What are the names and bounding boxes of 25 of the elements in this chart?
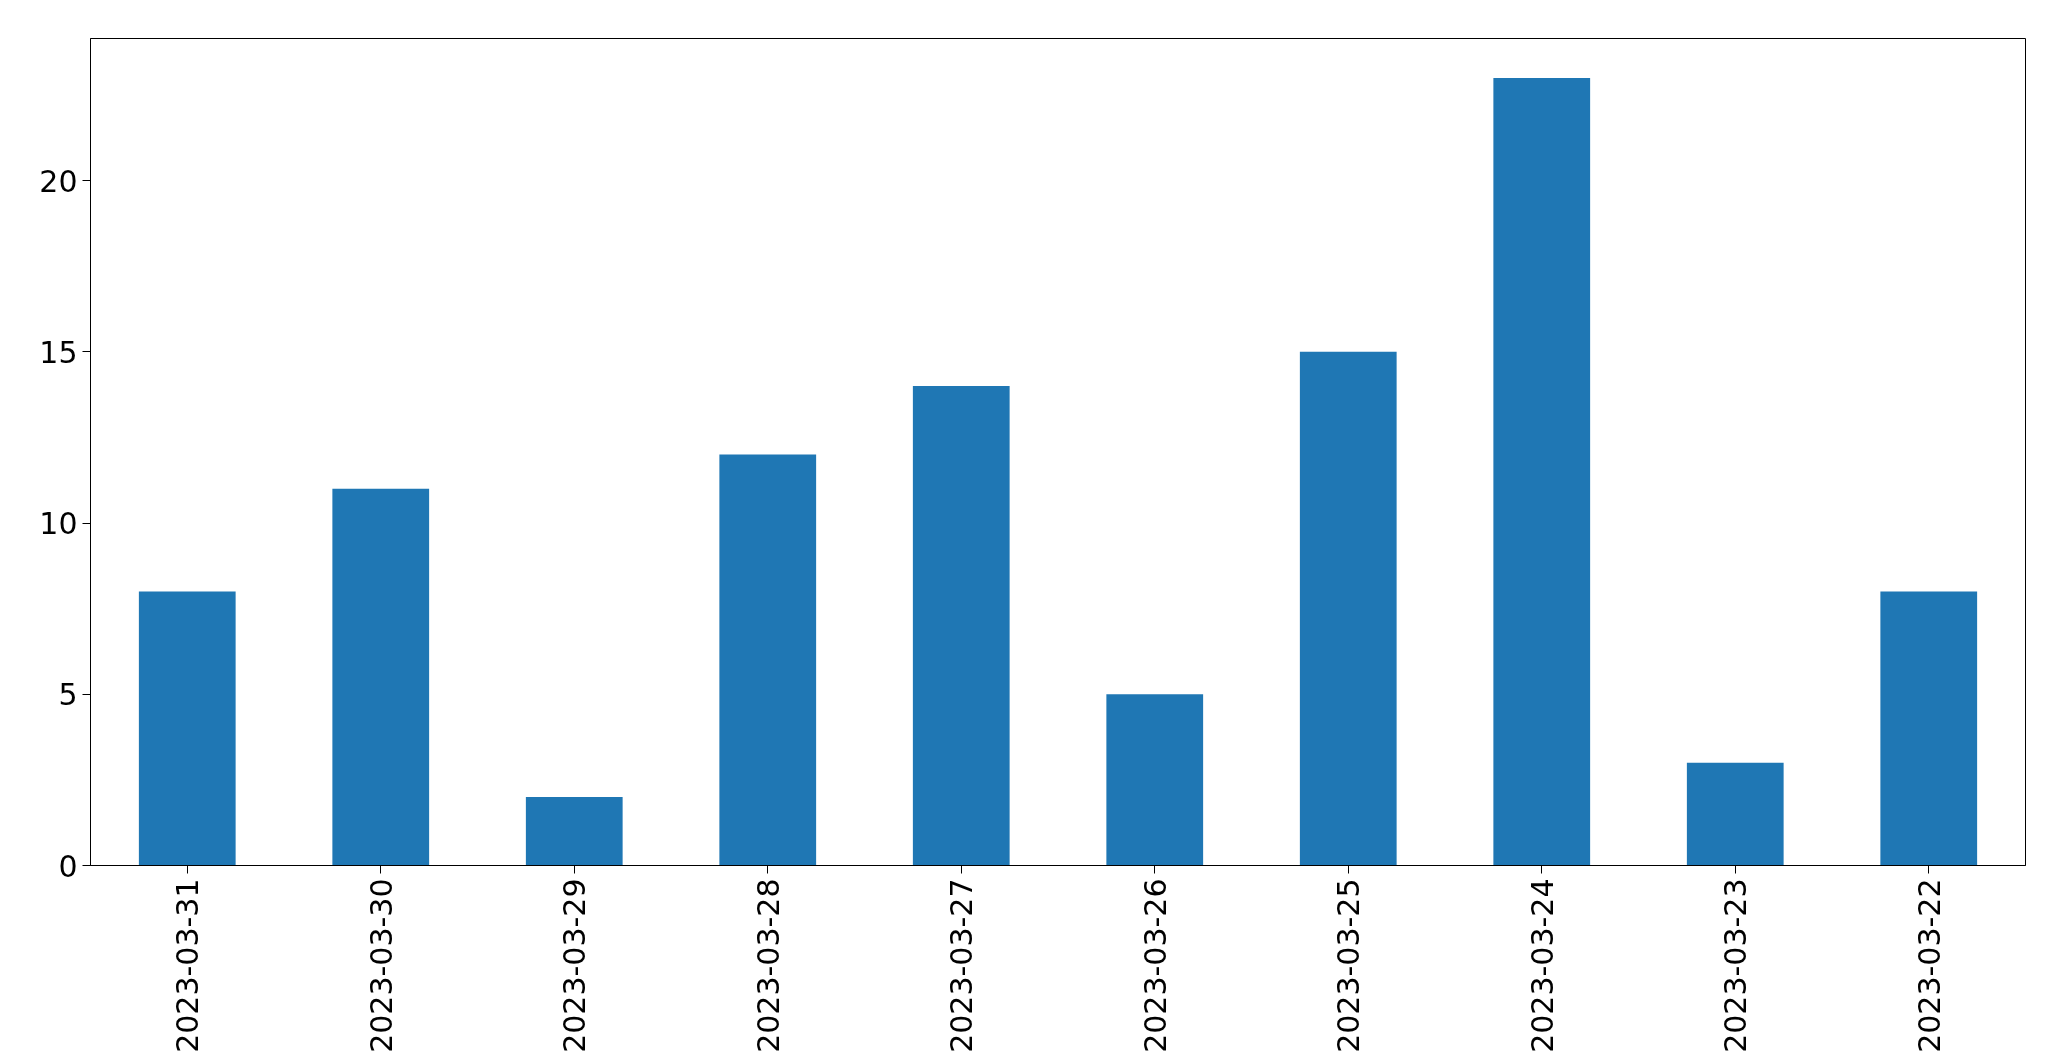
bar: [332, 488, 430, 866]
bar: [525, 797, 623, 866]
bar: [138, 591, 236, 866]
x-tick-label: 2023-03-24: [1524, 878, 1560, 1053]
bar: [1299, 351, 1397, 866]
bar: [912, 386, 1010, 866]
y-tick-label: 10: [39, 506, 78, 542]
bar: [1493, 77, 1591, 866]
x-tick-label: 2023-03-31: [170, 878, 206, 1053]
y-tick-label: 20: [39, 163, 78, 199]
x-tick-label: 2023-03-25: [1331, 878, 1367, 1053]
x-tick-label: 2023-03-30: [363, 878, 399, 1053]
y-tick-label: 15: [39, 334, 78, 370]
bar: [719, 454, 817, 866]
x-tick-label: 2023-03-29: [557, 878, 593, 1053]
x-tick-label: 2023-03-23: [1718, 878, 1754, 1053]
x-tick-label: 2023-03-27: [944, 878, 980, 1053]
y-tick-label: 0: [58, 848, 78, 884]
x-tick-label: 2023-03-22: [1911, 878, 1947, 1053]
bar: [1880, 591, 1978, 866]
bar: [1106, 694, 1204, 866]
y-tick-label: 5: [58, 677, 78, 713]
x-tick-label: 2023-03-28: [750, 878, 786, 1053]
x-tick-label: 2023-03-26: [1137, 878, 1173, 1053]
bar: [1686, 762, 1784, 866]
